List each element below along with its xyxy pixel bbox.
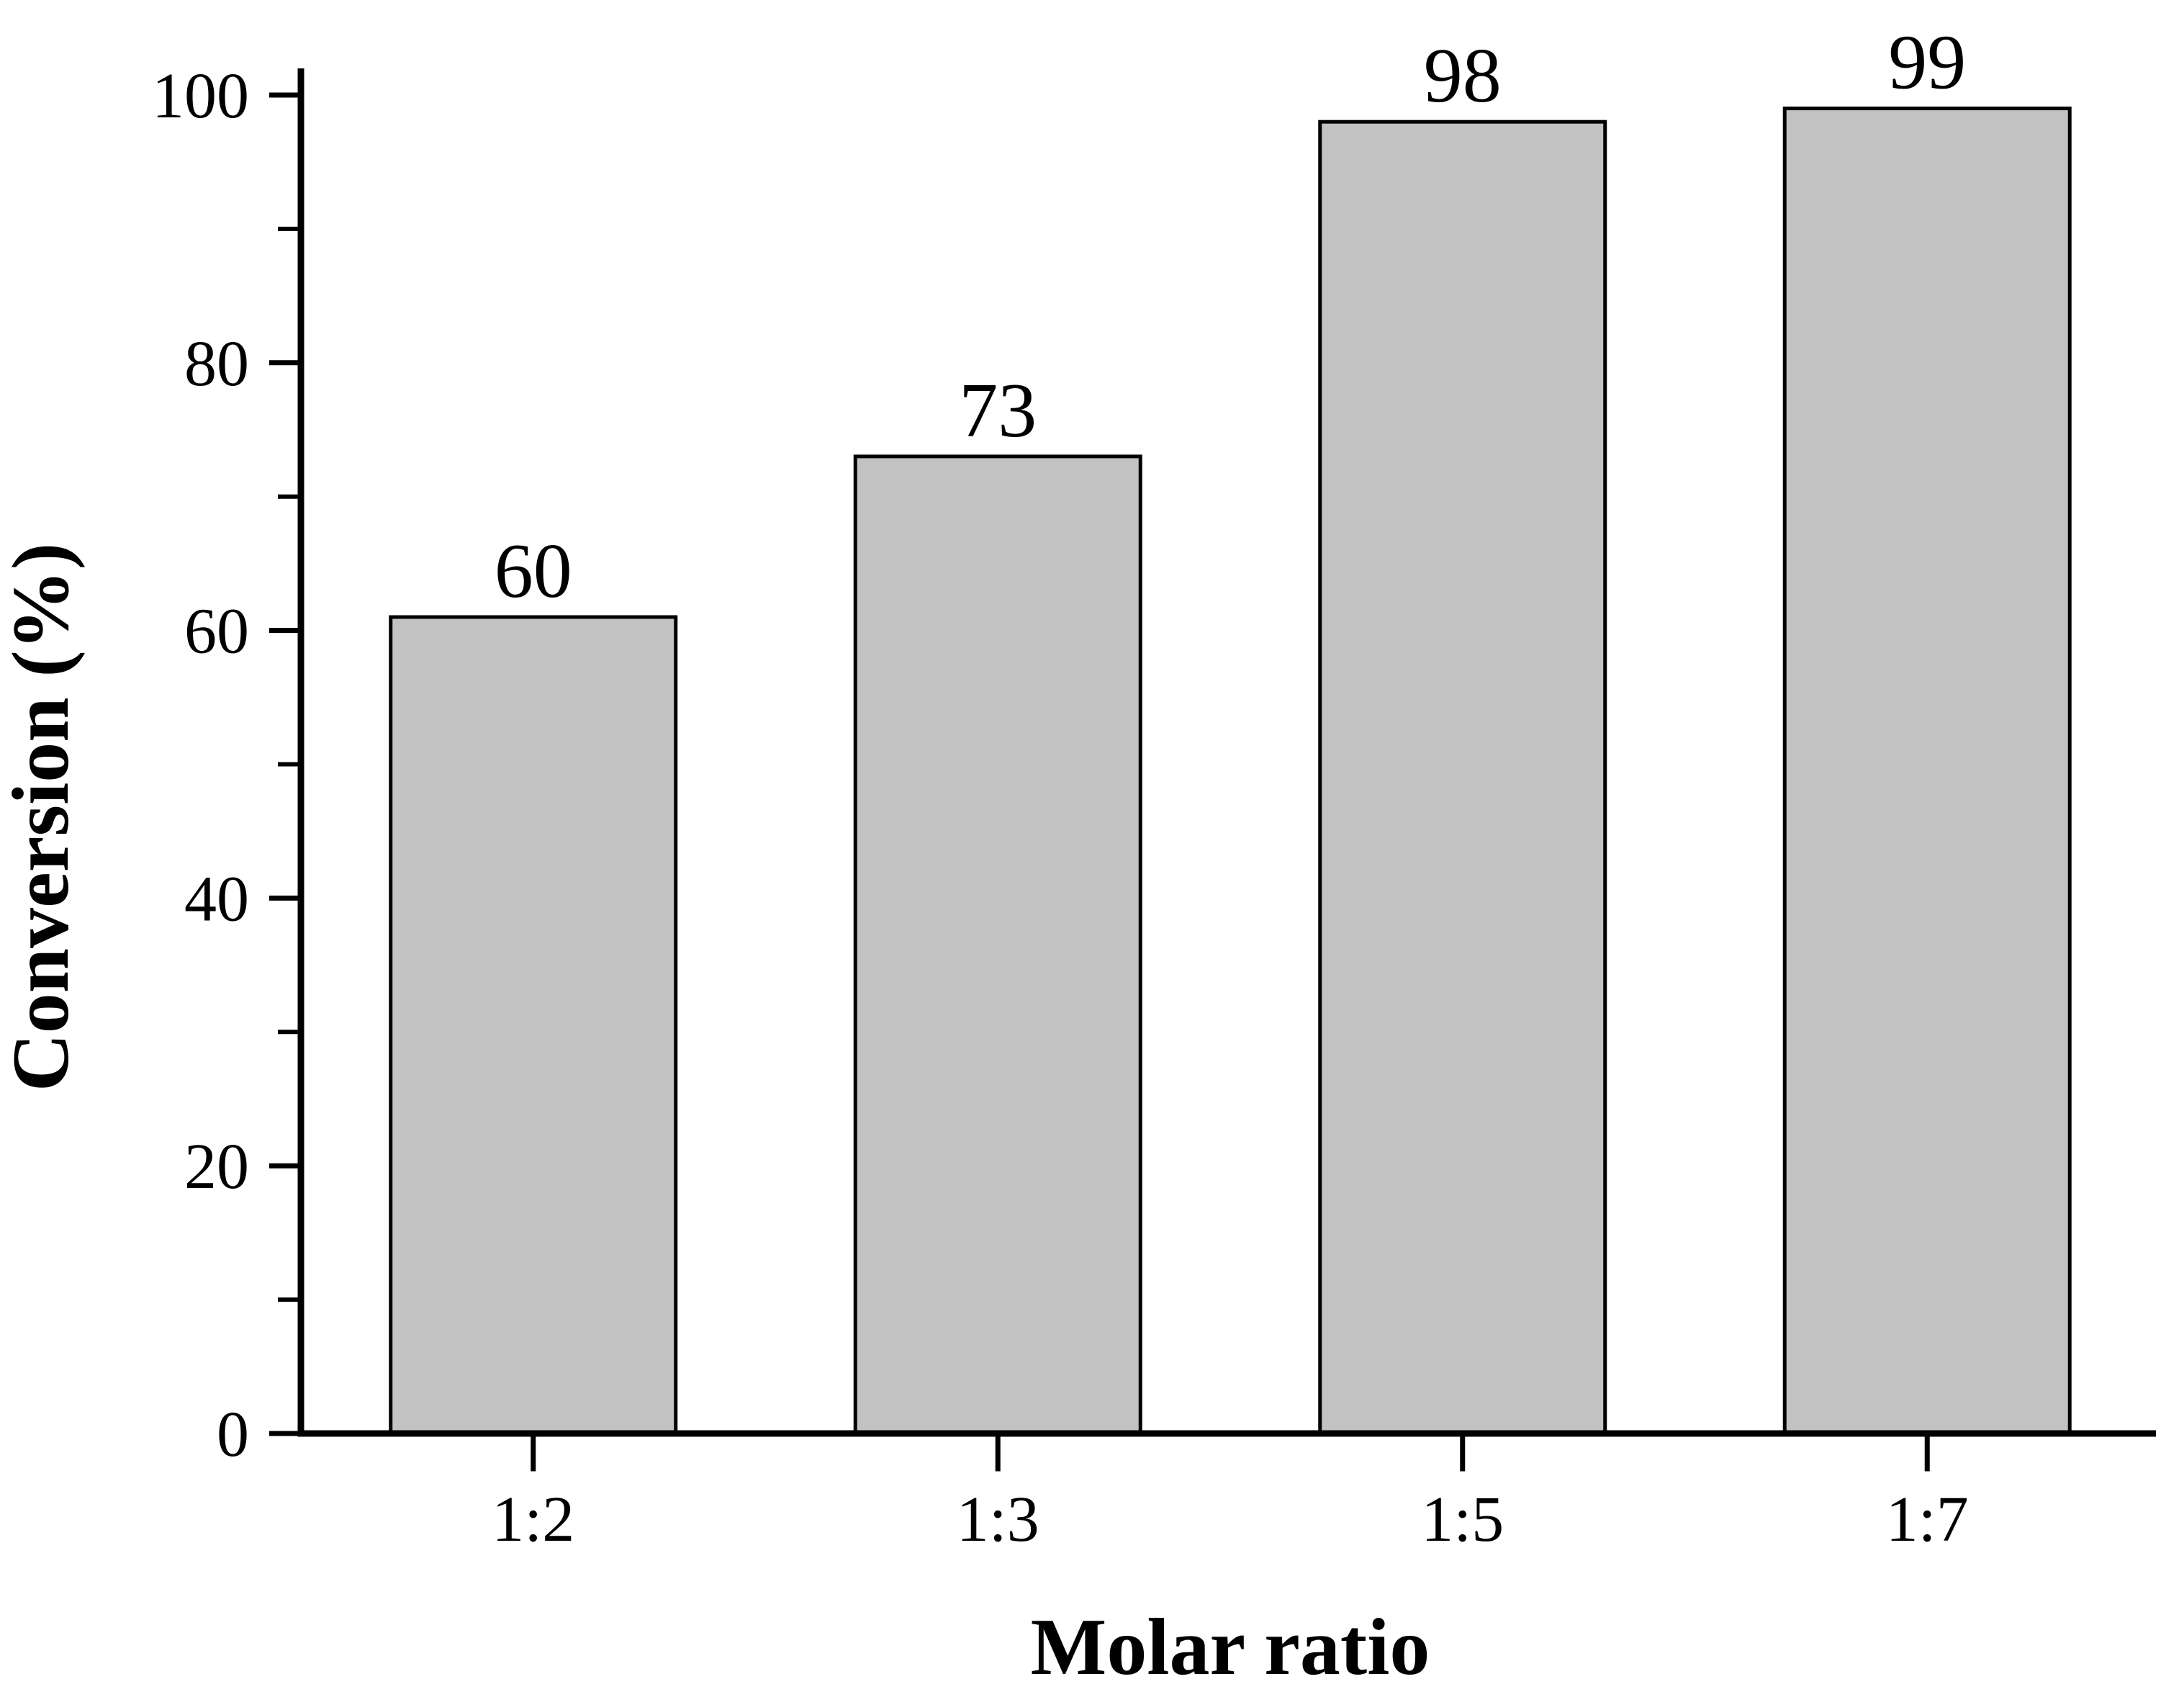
bar-value-labels-group: 60 73 98 99 [495,20,1967,614]
bar-value-label: 60 [495,528,572,614]
y-tick-label: 20 [184,1131,249,1202]
y-tick-label: 0 [217,1399,249,1470]
x-tick-label: 1:2 [492,1484,574,1555]
x-axis-title: Molar ratio [1031,1603,1430,1692]
y-tick-label: 60 [184,596,249,667]
x-axis-ticks-group: 1:2 1:3 1:5 1:7 [492,1436,1969,1555]
x-tick-label: 1:5 [1421,1484,1504,1555]
y-tick-label: 40 [184,863,249,935]
y-axis-ticks-group: 0 20 40 60 80 100 [152,60,299,1470]
bar [1318,120,1607,1436]
bars-group [389,107,2072,1436]
y-tick-label: 100 [152,60,249,132]
bar [389,615,678,1436]
bar [1782,107,2072,1436]
x-tick-label: 1:3 [957,1484,1039,1555]
bar-value-label: 98 [1424,33,1502,119]
x-tick-label: 1:7 [1886,1484,1969,1555]
bar-value-label: 73 [959,368,1037,454]
y-axis-title: Conversion (%) [0,543,86,1091]
y-tick-label: 80 [184,328,249,400]
bar [853,454,1142,1436]
bar-value-label: 99 [1888,20,1966,106]
